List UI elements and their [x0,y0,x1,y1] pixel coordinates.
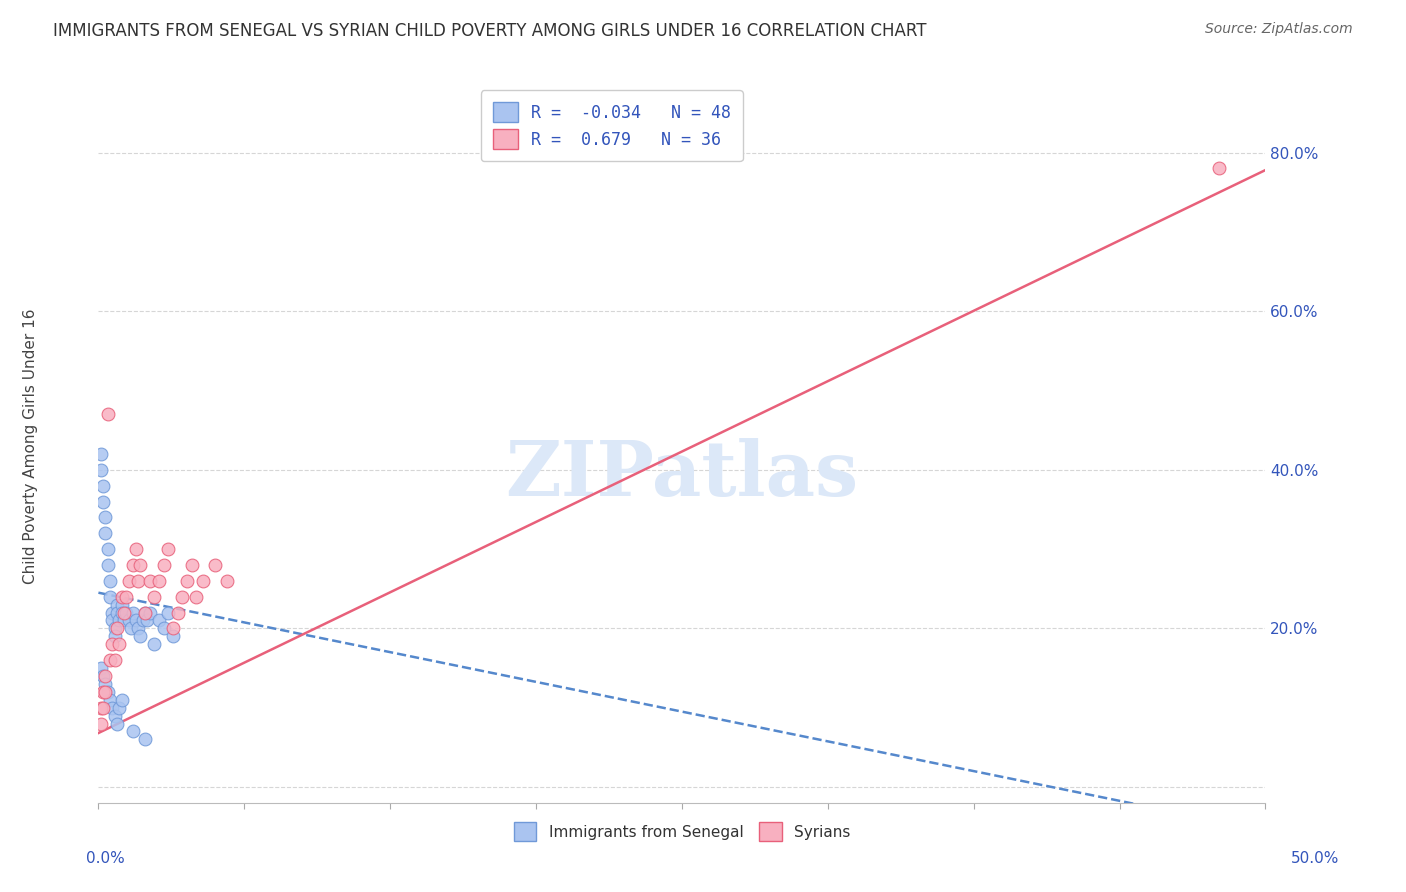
Point [215,574,238,588]
Point [111,606,134,620]
Point [97,685,120,699]
Point [91,478,114,492]
Point [127,621,149,635]
Point [91,494,114,508]
Point [101,637,124,651]
Point [104,708,127,723]
Point [94,669,117,683]
Point [134,732,156,747]
Text: 0.0%: 0.0% [86,851,125,865]
Point [91,700,114,714]
Point [157,542,180,557]
Point [148,614,170,628]
Point [157,606,180,620]
Point [152,558,174,572]
Point [104,653,127,667]
Point [94,685,117,699]
Point [90,447,112,461]
Point [112,614,135,628]
Point [129,558,152,572]
Point [193,574,215,588]
Point [108,700,131,714]
Point [97,542,120,557]
Point [108,614,131,628]
Point [120,621,142,635]
Point [105,621,128,635]
Point [105,606,128,620]
Point [162,629,184,643]
Point [104,621,127,635]
Point [118,574,141,588]
Point [122,724,145,739]
Point [101,700,124,714]
Point [125,542,148,557]
Point [90,661,112,675]
Point [204,558,226,572]
Point [90,716,112,731]
Point [176,574,198,588]
Point [97,407,120,421]
Point [122,606,145,620]
Point [125,614,148,628]
Point [118,614,141,628]
Point [115,606,138,620]
Point [98,653,121,667]
Point [139,606,162,620]
Point [166,606,188,620]
Point [108,637,131,651]
Text: Source: ZipAtlas.com: Source: ZipAtlas.com [1205,22,1353,37]
Point [94,526,117,541]
Point [186,590,208,604]
Point [112,606,135,620]
Text: Child Poverty Among Girls Under 16: Child Poverty Among Girls Under 16 [24,309,38,583]
Point [134,606,156,620]
Point [91,685,114,699]
Point [90,463,112,477]
Point [148,574,170,588]
Point [132,614,155,628]
Point [105,716,128,731]
Point [98,590,121,604]
Point [134,606,156,620]
Point [115,590,138,604]
Text: ZIPatlas: ZIPatlas [505,438,859,511]
Point [101,606,124,620]
Point [101,614,124,628]
Point [129,629,152,643]
Point [98,574,121,588]
Point [127,574,149,588]
Point [143,590,166,604]
Point [94,677,117,691]
Point [90,700,112,714]
Point [136,614,159,628]
Point [122,558,145,572]
Point [94,510,117,524]
Point [139,574,162,588]
Text: 50.0%: 50.0% [1291,851,1339,865]
Point [111,692,134,706]
Point [104,629,127,643]
Point [143,637,166,651]
Point [1208,161,1230,176]
Point [98,692,121,706]
Point [111,598,134,612]
Point [172,590,194,604]
Point [97,558,120,572]
Point [162,621,184,635]
Point [111,590,134,604]
Point [91,669,114,683]
Text: IMMIGRANTS FROM SENEGAL VS SYRIAN CHILD POVERTY AMONG GIRLS UNDER 16 CORRELATION: IMMIGRANTS FROM SENEGAL VS SYRIAN CHILD … [53,22,927,40]
Point [105,598,128,612]
Point [180,558,202,572]
Point [152,621,174,635]
Legend: Immigrants from Senegal, Syrians: Immigrants from Senegal, Syrians [506,814,858,848]
